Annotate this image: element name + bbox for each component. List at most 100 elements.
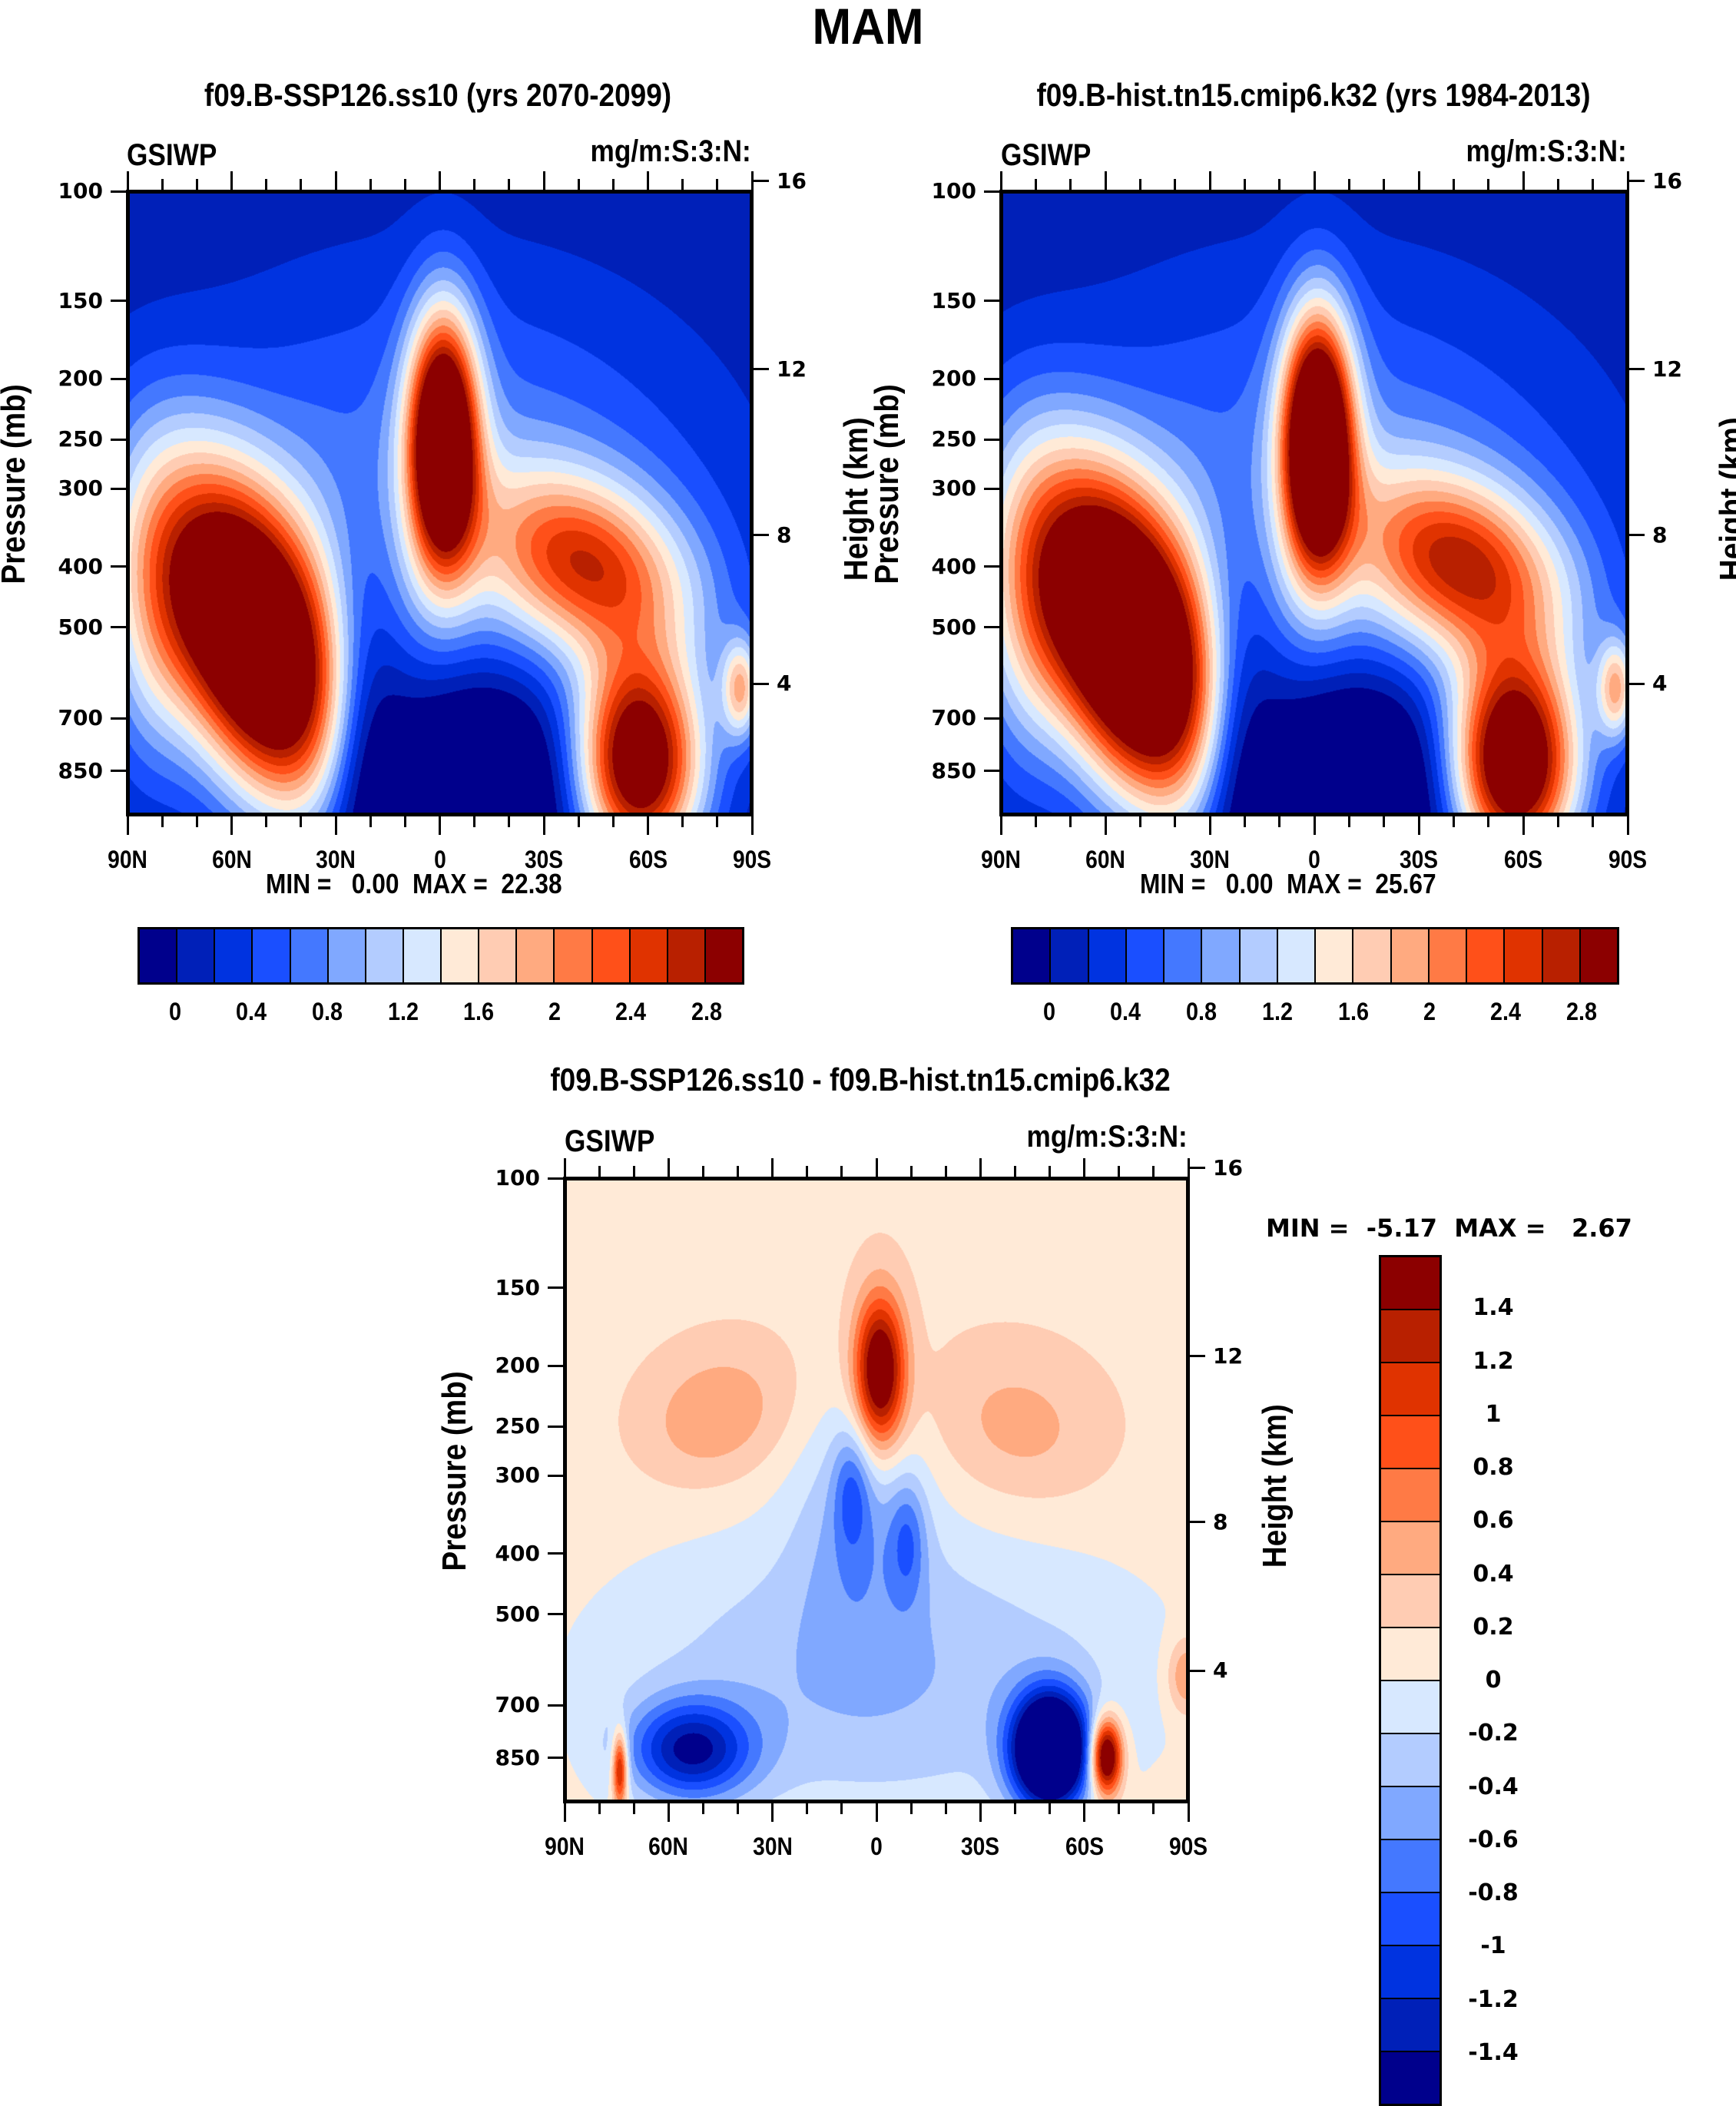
y-tick-label: 150 — [58, 287, 103, 313]
y-tick-label: 150 — [495, 1274, 540, 1300]
colorbar-label: 2 — [548, 998, 562, 1025]
x-tick-bottom — [999, 816, 1002, 835]
x-tick-top — [230, 171, 233, 190]
x-tick-bottom — [611, 816, 615, 827]
y-tick-label: 400 — [58, 553, 103, 579]
x-tick-bottom — [1187, 1803, 1190, 1822]
contour-plot-area — [126, 190, 754, 816]
x-tick-top — [265, 179, 268, 190]
x-tick-bottom — [1452, 816, 1455, 827]
x-tick-top — [840, 1166, 843, 1177]
x-tick-top — [647, 171, 649, 190]
colorbar-swatch — [1542, 929, 1581, 982]
x-tick-bottom — [508, 816, 511, 827]
x-tick-bottom — [771, 1803, 774, 1822]
x-tick-bottom — [701, 1803, 704, 1814]
z-tick — [754, 534, 769, 537]
x-tick-bottom — [1383, 816, 1386, 827]
y-tick-label: 300 — [931, 475, 976, 502]
y-tick-label: 200 — [495, 1353, 540, 1379]
x-tick-top — [598, 1166, 601, 1177]
x-tick-top — [999, 171, 1002, 190]
colorbar-label: 0 — [1042, 998, 1055, 1025]
y-tick-label: 100 — [931, 178, 976, 204]
z-tick-label: 8 — [1213, 1508, 1228, 1535]
colorbar-label: 1.2 — [1261, 998, 1293, 1025]
z-tick-label: 12 — [1652, 356, 1682, 382]
x-tick-top — [1278, 179, 1281, 190]
x-tick-bottom — [979, 1803, 982, 1822]
x-tick-top — [473, 179, 476, 190]
z-tick — [754, 682, 769, 685]
z-tick-label: 4 — [1213, 1657, 1228, 1684]
y-tick — [111, 717, 126, 720]
x-tick-top — [508, 179, 511, 190]
x-tick-top — [1313, 171, 1316, 190]
colorbar-swatch — [1391, 929, 1430, 982]
variable-label: GSIWP — [565, 1124, 655, 1158]
contour-field — [130, 194, 750, 813]
x-tick-top — [1104, 171, 1107, 190]
y-tick-label: 700 — [931, 705, 976, 731]
x-tick-label: 90N — [108, 846, 147, 873]
contour-plot-area — [999, 190, 1629, 816]
x-tick-top — [439, 171, 441, 190]
y-tick — [111, 190, 126, 193]
colorbar-swatch — [1381, 1310, 1439, 1363]
x-tick-top — [979, 1158, 982, 1177]
panel-title: f09.B-SSP126.ss10 - f09.B-hist.tn15.cmip… — [550, 1061, 1171, 1098]
x-tick-label: 60N — [1085, 846, 1125, 873]
colorbar-label: 0.8 — [1185, 998, 1217, 1025]
x-tick-bottom — [1208, 816, 1211, 835]
x-tick-bottom — [806, 1803, 809, 1814]
colorbar-label: -0.6 — [1468, 1826, 1519, 1853]
x-tick-top — [1592, 179, 1595, 190]
y-tick-label: 200 — [931, 366, 976, 392]
x-tick-top — [334, 171, 337, 190]
x-tick-label: 30S — [1399, 846, 1439, 873]
z-tick — [1629, 534, 1645, 537]
x-tick-bottom — [1034, 816, 1037, 827]
y-tick-label: 250 — [58, 426, 103, 452]
x-tick-top — [716, 179, 719, 190]
y-tick-label: 500 — [931, 614, 976, 640]
colorbar-label: -0.8 — [1468, 1879, 1519, 1906]
x-tick-top — [542, 171, 545, 190]
y-tick-label: 850 — [58, 757, 103, 783]
colorbar-swatch — [705, 929, 742, 982]
colorbar-swatch — [1505, 929, 1543, 982]
colorbar-swatch — [1467, 929, 1506, 982]
y-tick — [984, 717, 999, 720]
colorbar-label: 0.2 — [1473, 1613, 1514, 1641]
y-tick-label: 200 — [58, 366, 103, 392]
x-tick-label: 60S — [1503, 846, 1543, 873]
y-tick — [984, 377, 999, 380]
x-tick-top — [1383, 179, 1386, 190]
x-tick-label: 0 — [433, 846, 446, 873]
x-tick-bottom — [647, 816, 649, 835]
colorbar-label: 0.4 — [1109, 998, 1141, 1025]
z-tick — [754, 368, 769, 371]
y-tick-label: 850 — [931, 757, 976, 783]
x-tick-label: 60S — [1065, 1833, 1104, 1860]
y-tick-label: 100 — [495, 1165, 540, 1190]
colorbar-label: 2.4 — [1489, 998, 1521, 1025]
x-tick-bottom — [1522, 816, 1525, 835]
z-tick — [1190, 1521, 1205, 1524]
colorbar-swatch — [1580, 929, 1617, 982]
y-tick-label: 500 — [58, 614, 103, 640]
z-tick — [1190, 1669, 1205, 1672]
x-tick-bottom — [265, 816, 268, 827]
contour-field — [1003, 194, 1625, 813]
colorbar — [137, 927, 744, 985]
z-tick-label: 4 — [1652, 671, 1668, 697]
x-tick-bottom — [577, 816, 580, 827]
colorbar-swatch — [1381, 1734, 1439, 1787]
y-tick — [111, 487, 126, 490]
x-tick-bottom — [598, 1803, 601, 1814]
colorbar-label: 2 — [1423, 998, 1436, 1025]
colorbar-swatch — [1381, 1363, 1439, 1416]
colorbar-label: 0.8 — [1473, 1454, 1514, 1481]
colorbar-swatch — [140, 929, 178, 982]
x-tick-bottom — [473, 816, 476, 827]
